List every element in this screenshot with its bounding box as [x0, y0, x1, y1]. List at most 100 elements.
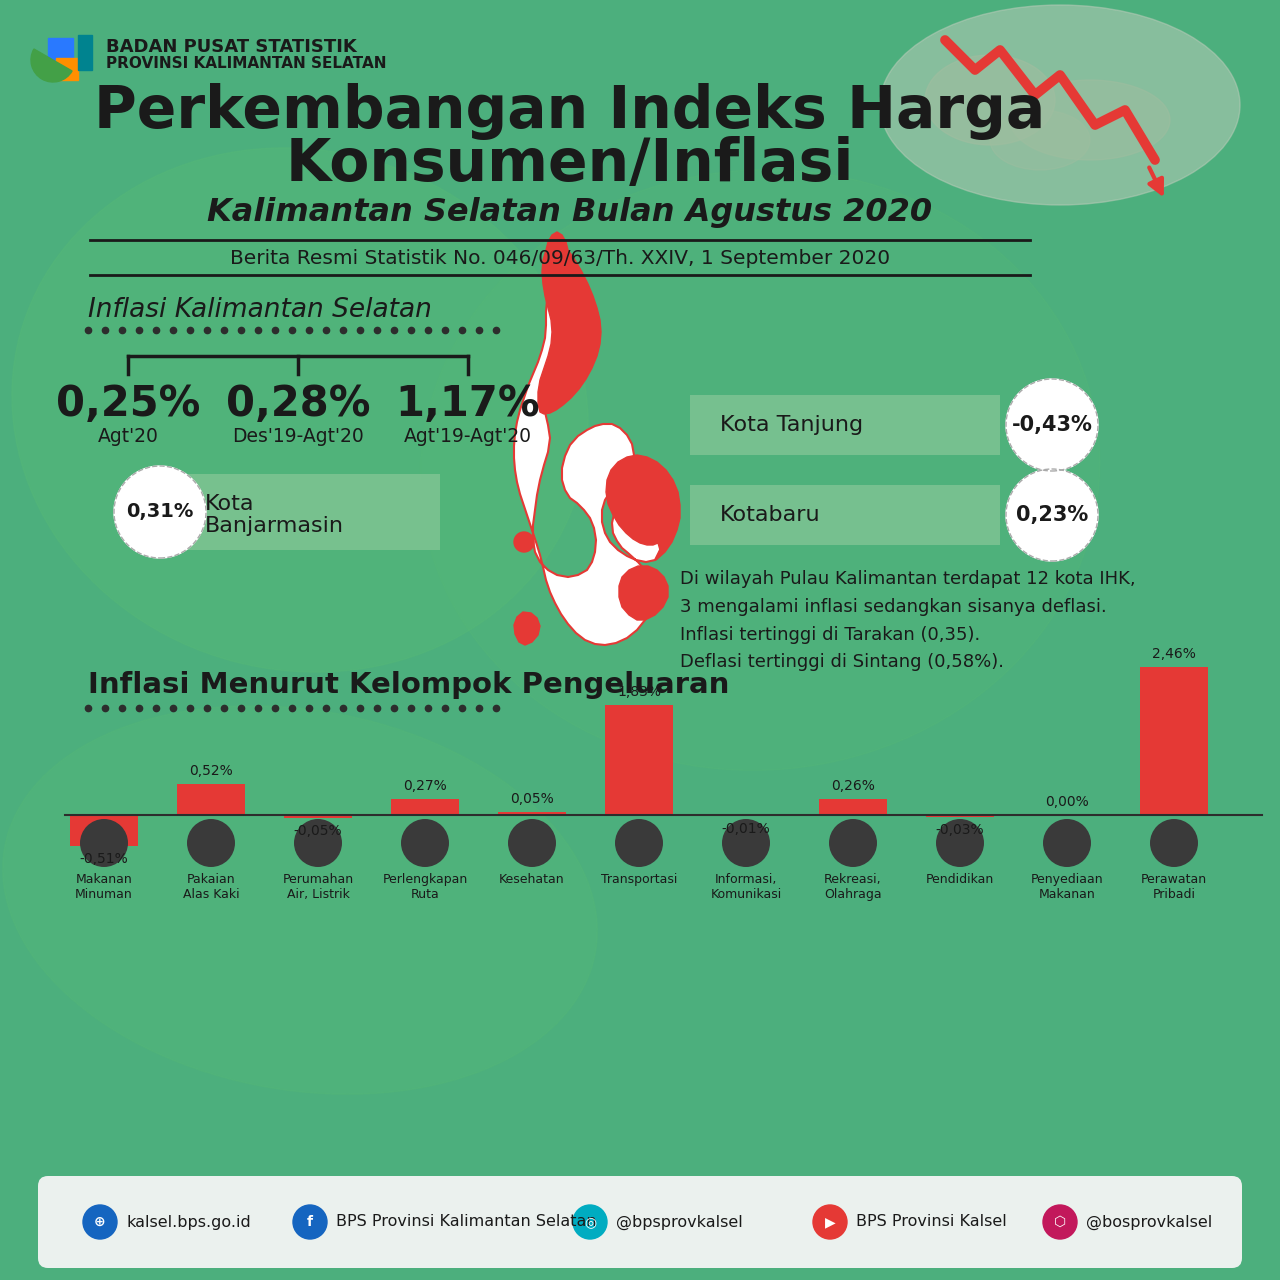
Bar [284, 815, 352, 818]
Text: 0,27%: 0,27% [403, 778, 447, 792]
Circle shape [114, 466, 206, 558]
Ellipse shape [3, 705, 598, 1094]
Ellipse shape [420, 170, 1100, 771]
Text: @bosprovkalsel: @bosprovkalsel [1085, 1215, 1212, 1230]
Text: kalsel.bps.go.id: kalsel.bps.go.id [125, 1215, 251, 1230]
Text: Perlengkapan
Ruta: Perlengkapan Ruta [383, 873, 467, 901]
Text: Kota: Kota [205, 494, 255, 515]
Ellipse shape [881, 5, 1240, 205]
Text: Banjarmasin: Banjarmasin [205, 516, 344, 536]
Text: -0,03%: -0,03% [936, 823, 984, 837]
Text: Agt'19-Agt'20: Agt'19-Agt'20 [404, 426, 532, 445]
Text: Des'19-Agt'20: Des'19-Agt'20 [232, 426, 364, 445]
FancyBboxPatch shape [690, 485, 1000, 545]
Text: Agt'20: Agt'20 [97, 426, 159, 445]
Circle shape [1043, 819, 1091, 867]
Bar [390, 799, 460, 815]
FancyBboxPatch shape [690, 396, 1000, 454]
Text: Perumahan
Air, Listrik: Perumahan Air, Listrik [283, 873, 353, 901]
Wedge shape [31, 49, 72, 82]
Circle shape [614, 819, 663, 867]
Circle shape [936, 819, 984, 867]
Bar [925, 815, 995, 817]
Text: PROVINSI KALIMANTAN SELATAN: PROVINSI KALIMANTAN SELATAN [106, 55, 387, 70]
Bar [56, 58, 78, 79]
Circle shape [293, 1204, 326, 1239]
Text: BPS Provinsi Kalsel: BPS Provinsi Kalsel [856, 1215, 1007, 1230]
Text: Kota Tanjung: Kota Tanjung [719, 415, 863, 435]
Ellipse shape [925, 55, 1055, 145]
Circle shape [573, 1204, 607, 1239]
Text: 0,28%: 0,28% [225, 383, 370, 425]
Bar [49, 38, 73, 60]
Text: -0,01%: -0,01% [722, 822, 771, 836]
Text: -0,51%: -0,51% [79, 851, 128, 865]
Text: Kotabaru: Kotabaru [719, 506, 820, 525]
Text: Inflasi Kalimantan Selatan: Inflasi Kalimantan Selatan [88, 297, 431, 323]
Text: Rekreasi,
Olahraga: Rekreasi, Olahraga [824, 873, 882, 901]
Text: 0,05%: 0,05% [511, 792, 554, 806]
Text: 0,26%: 0,26% [831, 780, 876, 794]
FancyBboxPatch shape [38, 1176, 1242, 1268]
Text: 0,00%: 0,00% [1046, 795, 1089, 809]
Text: BADAN PUSAT STATISTIK: BADAN PUSAT STATISTIK [106, 38, 357, 56]
Text: 0,25%: 0,25% [56, 383, 200, 425]
Text: Informasi,
Komunikasi: Informasi, Komunikasi [710, 873, 782, 901]
Text: 0,23%: 0,23% [1016, 506, 1088, 525]
Circle shape [401, 819, 449, 867]
Text: Konsumen/Inflasi: Konsumen/Inflasi [285, 137, 854, 193]
Bar [177, 783, 244, 815]
Text: 1,17%: 1,17% [396, 383, 540, 425]
Ellipse shape [1010, 79, 1170, 160]
Circle shape [79, 819, 128, 867]
Circle shape [813, 1204, 847, 1239]
Polygon shape [620, 566, 668, 620]
Text: BPS Provinsi Kalimantan Selatan: BPS Provinsi Kalimantan Selatan [335, 1215, 596, 1230]
Text: Berita Resmi Statistik No. 046/09/63/Th. XXIV, 1 September 2020: Berita Resmi Statistik No. 046/09/63/Th.… [230, 248, 890, 268]
Ellipse shape [989, 110, 1091, 170]
Circle shape [1043, 1204, 1076, 1239]
Text: Transportasi: Transportasi [600, 873, 677, 886]
Polygon shape [538, 232, 602, 413]
Bar [605, 705, 673, 815]
Circle shape [1006, 379, 1098, 471]
Text: ◎: ◎ [584, 1215, 596, 1229]
Text: 1,83%: 1,83% [617, 685, 660, 699]
Circle shape [83, 1204, 116, 1239]
Circle shape [515, 532, 534, 552]
Text: ⊕: ⊕ [95, 1215, 106, 1229]
Bar [819, 800, 887, 815]
Text: Perawatan
Pribadi: Perawatan Pribadi [1140, 873, 1207, 901]
Text: Penyediaan
Makanan: Penyediaan Makanan [1030, 873, 1103, 901]
Circle shape [722, 819, 771, 867]
Circle shape [187, 819, 236, 867]
Bar [70, 815, 138, 846]
Text: Perkembangan Indeks Harga: Perkembangan Indeks Harga [95, 83, 1046, 141]
Text: Kesehatan: Kesehatan [499, 873, 564, 886]
Text: 0,31%: 0,31% [127, 503, 193, 521]
Text: -0,05%: -0,05% [293, 824, 342, 838]
Text: ⬡: ⬡ [1053, 1215, 1066, 1229]
Polygon shape [515, 285, 662, 645]
Text: f: f [307, 1215, 314, 1229]
Text: 0,52%: 0,52% [189, 764, 233, 778]
Polygon shape [515, 612, 540, 645]
Bar [498, 812, 566, 815]
Text: Di wilayah Pulau Kalimantan terdapat 12 kota IHK,
3 mengalami inflasi sedangkan : Di wilayah Pulau Kalimantan terdapat 12 … [680, 570, 1135, 672]
Text: -0,43%: -0,43% [1011, 415, 1092, 435]
Circle shape [829, 819, 877, 867]
Bar [1140, 667, 1208, 815]
Text: Inflasi Menurut Kelompok Pengeluaran: Inflasi Menurut Kelompok Pengeluaran [88, 671, 730, 699]
Text: Pendidikan: Pendidikan [925, 873, 995, 886]
Text: 2,46%: 2,46% [1152, 648, 1196, 662]
Text: Pakaian
Alas Kaki: Pakaian Alas Kaki [183, 873, 239, 901]
FancyBboxPatch shape [145, 474, 440, 550]
Circle shape [294, 819, 342, 867]
Text: Kalimantan Selatan Bulan Agustus 2020: Kalimantan Selatan Bulan Agustus 2020 [207, 197, 933, 228]
Bar [78, 35, 92, 70]
Text: @bpsprovkalsel: @bpsprovkalsel [616, 1215, 742, 1230]
Circle shape [508, 819, 556, 867]
Text: ▶: ▶ [824, 1215, 836, 1229]
Polygon shape [605, 454, 680, 561]
Ellipse shape [12, 148, 588, 672]
